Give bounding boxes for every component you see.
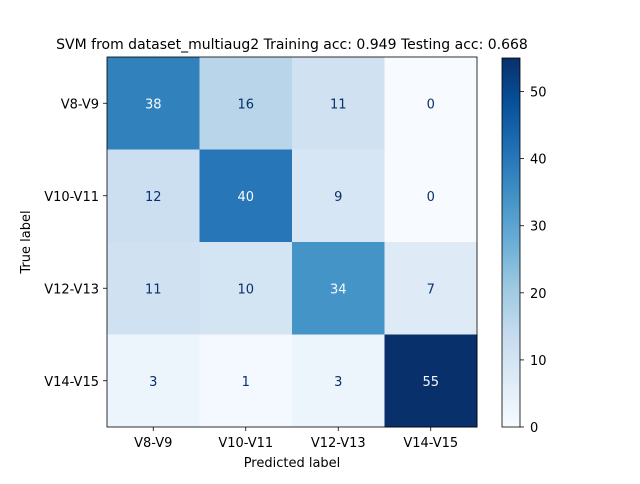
heatmap-cell: [292, 149, 385, 243]
heatmap-cell: [292, 57, 385, 150]
cell-value-label: 0: [427, 190, 435, 205]
colorbar-tick-label: 10: [530, 354, 547, 369]
chart-title: SVM from dataset_multiaug2 Training acc:…: [56, 37, 528, 53]
heatmap-cell: [384, 242, 478, 335]
cell-value-label: 12: [145, 190, 162, 205]
cell-value-label: 55: [422, 375, 439, 390]
heatmap-value-labels: 38 16 11 0 12 40 9 0 11 10 34 7 3 1 3 55: [145, 97, 439, 390]
y-tick-label: V8-V9: [61, 97, 99, 112]
heatmap-cell: [199, 334, 293, 428]
heatmap-cell: [292, 242, 385, 335]
heatmap-cell: [384, 57, 478, 150]
cell-value-label: 34: [330, 282, 347, 297]
heatmap-cells: [107, 57, 478, 428]
heatmap-cell: [199, 242, 293, 335]
cell-value-label: 11: [145, 282, 162, 297]
x-axis-label: Predicted label: [244, 456, 341, 471]
cell-value-label: 7: [427, 282, 435, 297]
cell-value-label: 1: [242, 375, 250, 390]
colorbar-tick-label: 20: [530, 287, 547, 302]
cell-value-label: 3: [334, 375, 342, 390]
colorbar-ticks: 0 10 20 30 40 50: [520, 86, 547, 436]
cell-value-label: 40: [237, 190, 254, 205]
colorbar-tick-label: 30: [530, 220, 547, 235]
x-tick-label: V12-V13: [311, 436, 366, 451]
heatmap-cell: [384, 149, 478, 243]
heatmap-cell: [384, 334, 478, 428]
x-tick-label: V8-V9: [134, 436, 172, 451]
colorbar: [502, 58, 520, 427]
y-tick-label: V10-V11: [44, 190, 99, 205]
cell-value-label: 10: [237, 282, 254, 297]
y-tick-label: V12-V13: [44, 282, 99, 297]
colorbar-frame: [501, 57, 521, 428]
heatmap-cell: [107, 149, 200, 243]
heatmap-cell: [107, 334, 200, 428]
plot-frame: [106, 56, 478, 428]
x-tick-label: V10-V11: [218, 436, 273, 451]
y-axis-ticks: V8-V9 V10-V11 V12-V13 V14-V15: [44, 97, 107, 390]
y-axis-label: True label: [19, 210, 34, 274]
colorbar-tick-label: 50: [530, 86, 547, 101]
y-tick-label: V14-V15: [44, 375, 99, 390]
x-axis-ticks: V8-V9 V10-V11 V12-V13 V14-V15: [134, 427, 458, 451]
cell-value-label: 9: [334, 190, 342, 205]
colorbar-tick-label: 40: [530, 153, 547, 168]
cell-value-label: 16: [237, 97, 254, 112]
heatmap-cell: [107, 57, 200, 150]
heatmap-cell: [292, 334, 385, 428]
x-tick-label: V14-V15: [403, 436, 458, 451]
heatmap-cell: [199, 57, 293, 150]
colorbar-tick-label: 0: [530, 421, 538, 436]
heatmap-cell: [199, 149, 293, 243]
heatmap-cell: [107, 242, 200, 335]
cell-value-label: 11: [330, 97, 347, 112]
cell-value-label: 38: [145, 97, 162, 112]
cell-value-label: 0: [427, 97, 435, 112]
cell-value-label: 3: [149, 375, 157, 390]
